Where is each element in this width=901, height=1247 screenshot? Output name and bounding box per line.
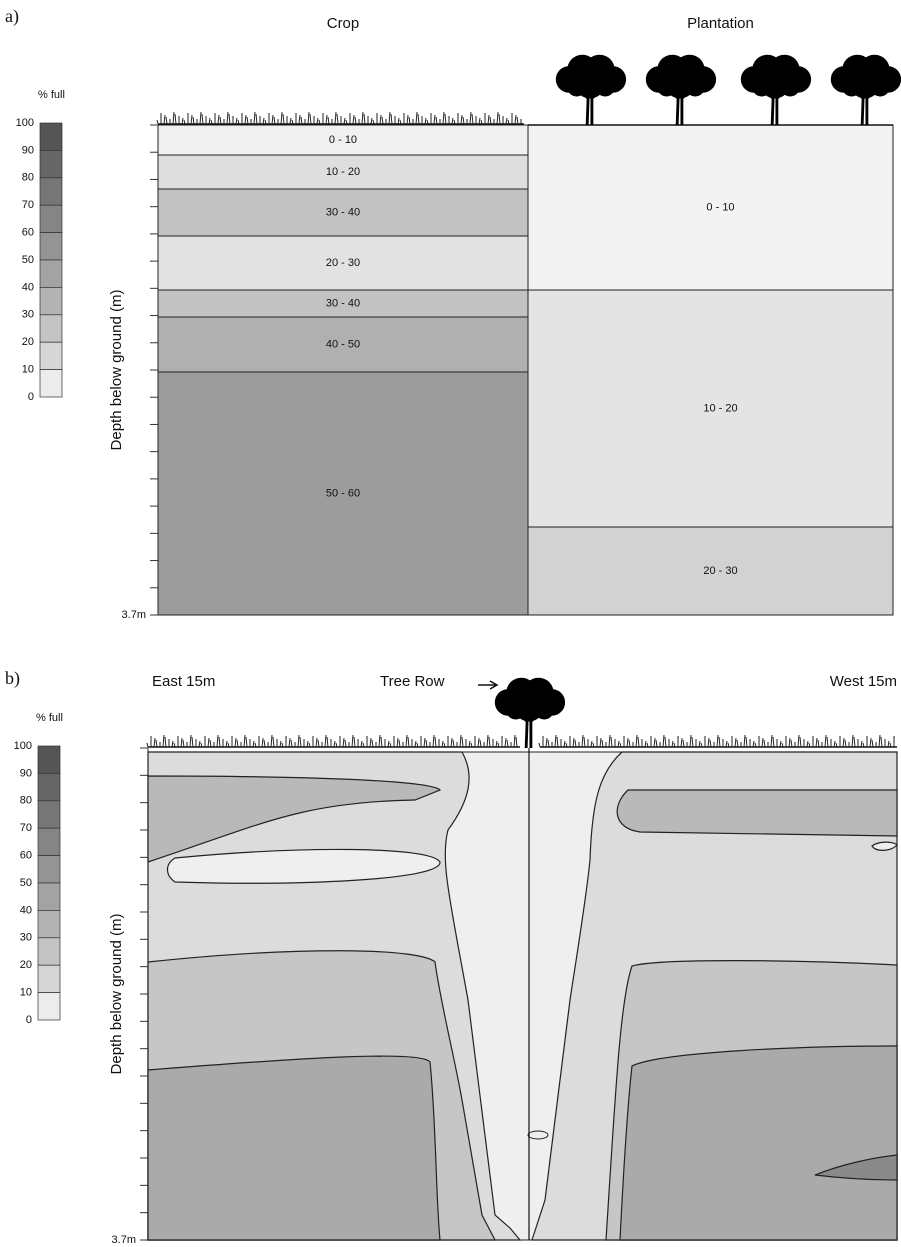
tree-icon [741, 55, 811, 125]
legend-swatch [38, 828, 60, 855]
layer-label: 10 - 20 [703, 402, 737, 414]
tree-icon [831, 55, 901, 125]
layer-label: 30 - 40 [326, 206, 360, 218]
tree-row-label: Tree Row [380, 673, 445, 690]
legend-swatch [38, 746, 60, 773]
legend-title: % full [38, 89, 65, 101]
legend-level: 90 [22, 144, 34, 156]
grass [147, 735, 517, 747]
canopy [686, 78, 705, 97]
legend-level: 0 [26, 1014, 32, 1026]
canopy [535, 701, 554, 720]
legend-swatch [40, 123, 62, 150]
legend-swatch [38, 773, 60, 800]
legend-swatch [38, 938, 60, 965]
contour-region [617, 790, 897, 836]
legend-level: 50 [22, 254, 34, 266]
legend-level: 0 [28, 391, 34, 403]
layer-label: 20 - 30 [703, 565, 737, 577]
legend-level: 30 [22, 309, 34, 321]
canopy [567, 78, 586, 97]
legend-swatch [40, 260, 62, 287]
legend-level: 20 [22, 336, 34, 348]
canopy [781, 78, 800, 97]
layer-label: 30 - 40 [326, 297, 360, 309]
layer-label: 10 - 20 [326, 166, 360, 178]
legend-title: % full [36, 712, 63, 724]
tree-icon [495, 678, 565, 748]
y-axis-label: Depth below ground (m) [108, 914, 125, 1075]
legend-level: 50 [20, 877, 32, 889]
legend-swatch [38, 801, 60, 828]
page: a)% full10090807060504030201003.7mDepth … [0, 0, 901, 1247]
layer-label: 20 - 30 [326, 257, 360, 269]
legend-swatch [38, 993, 60, 1020]
tree-icon [556, 55, 626, 125]
legend-level: 10 [22, 364, 34, 376]
legend-swatch [40, 178, 62, 205]
tree-icon [646, 55, 716, 125]
legend-swatch [40, 287, 62, 314]
legend-level: 20 [20, 959, 32, 971]
panel-label: b) [5, 668, 20, 689]
grass [539, 735, 894, 747]
canopy [871, 78, 890, 97]
legend-level: 80 [22, 172, 34, 184]
legend-swatch [40, 370, 62, 397]
canopy [596, 78, 615, 97]
legend-swatch [40, 205, 62, 232]
canopy [506, 701, 525, 720]
contour-region [148, 1056, 440, 1240]
tree-row-arrow [478, 681, 497, 689]
legend-swatch [40, 233, 62, 260]
layer-label: 50 - 60 [326, 487, 360, 499]
legend-level: 80 [20, 795, 32, 807]
legend-swatch [40, 315, 62, 342]
grass [157, 112, 521, 124]
layer-label: 0 - 10 [706, 201, 734, 213]
legend-level: 70 [20, 822, 32, 834]
layer-label: 0 - 10 [329, 134, 357, 146]
figure: a)% full10090807060504030201003.7mDepth … [0, 0, 901, 1247]
column-title: Crop [327, 15, 360, 32]
layer-label: 40 - 50 [326, 338, 360, 350]
legend-level: 100 [16, 117, 34, 129]
y-axis-label: Depth below ground (m) [108, 290, 125, 451]
legend-swatch [40, 342, 62, 369]
legend-level: 60 [20, 850, 32, 862]
canopy [657, 78, 676, 97]
legend-level: 40 [20, 904, 32, 916]
panel-label: a) [5, 6, 19, 27]
canopy [842, 78, 861, 97]
legend-level: 30 [20, 932, 32, 944]
west-label: West 15m [830, 673, 897, 690]
legend-level: 90 [20, 767, 32, 779]
legend-level: 40 [22, 281, 34, 293]
legend-swatch [40, 150, 62, 177]
contour-region [620, 1046, 897, 1240]
legend-level: 10 [20, 987, 32, 999]
canopy [752, 78, 771, 97]
legend-level: 60 [22, 227, 34, 239]
legend-level: 70 [22, 199, 34, 211]
column-title: Plantation [687, 15, 754, 32]
legend-swatch [38, 965, 60, 992]
legend-swatch [38, 883, 60, 910]
legend-level: 100 [14, 740, 32, 752]
depth-label: 3.7m [122, 609, 146, 621]
legend-swatch [38, 856, 60, 883]
east-label: East 15m [152, 673, 215, 690]
depth-label: 3.7m [112, 1234, 136, 1246]
legend-swatch [38, 910, 60, 937]
